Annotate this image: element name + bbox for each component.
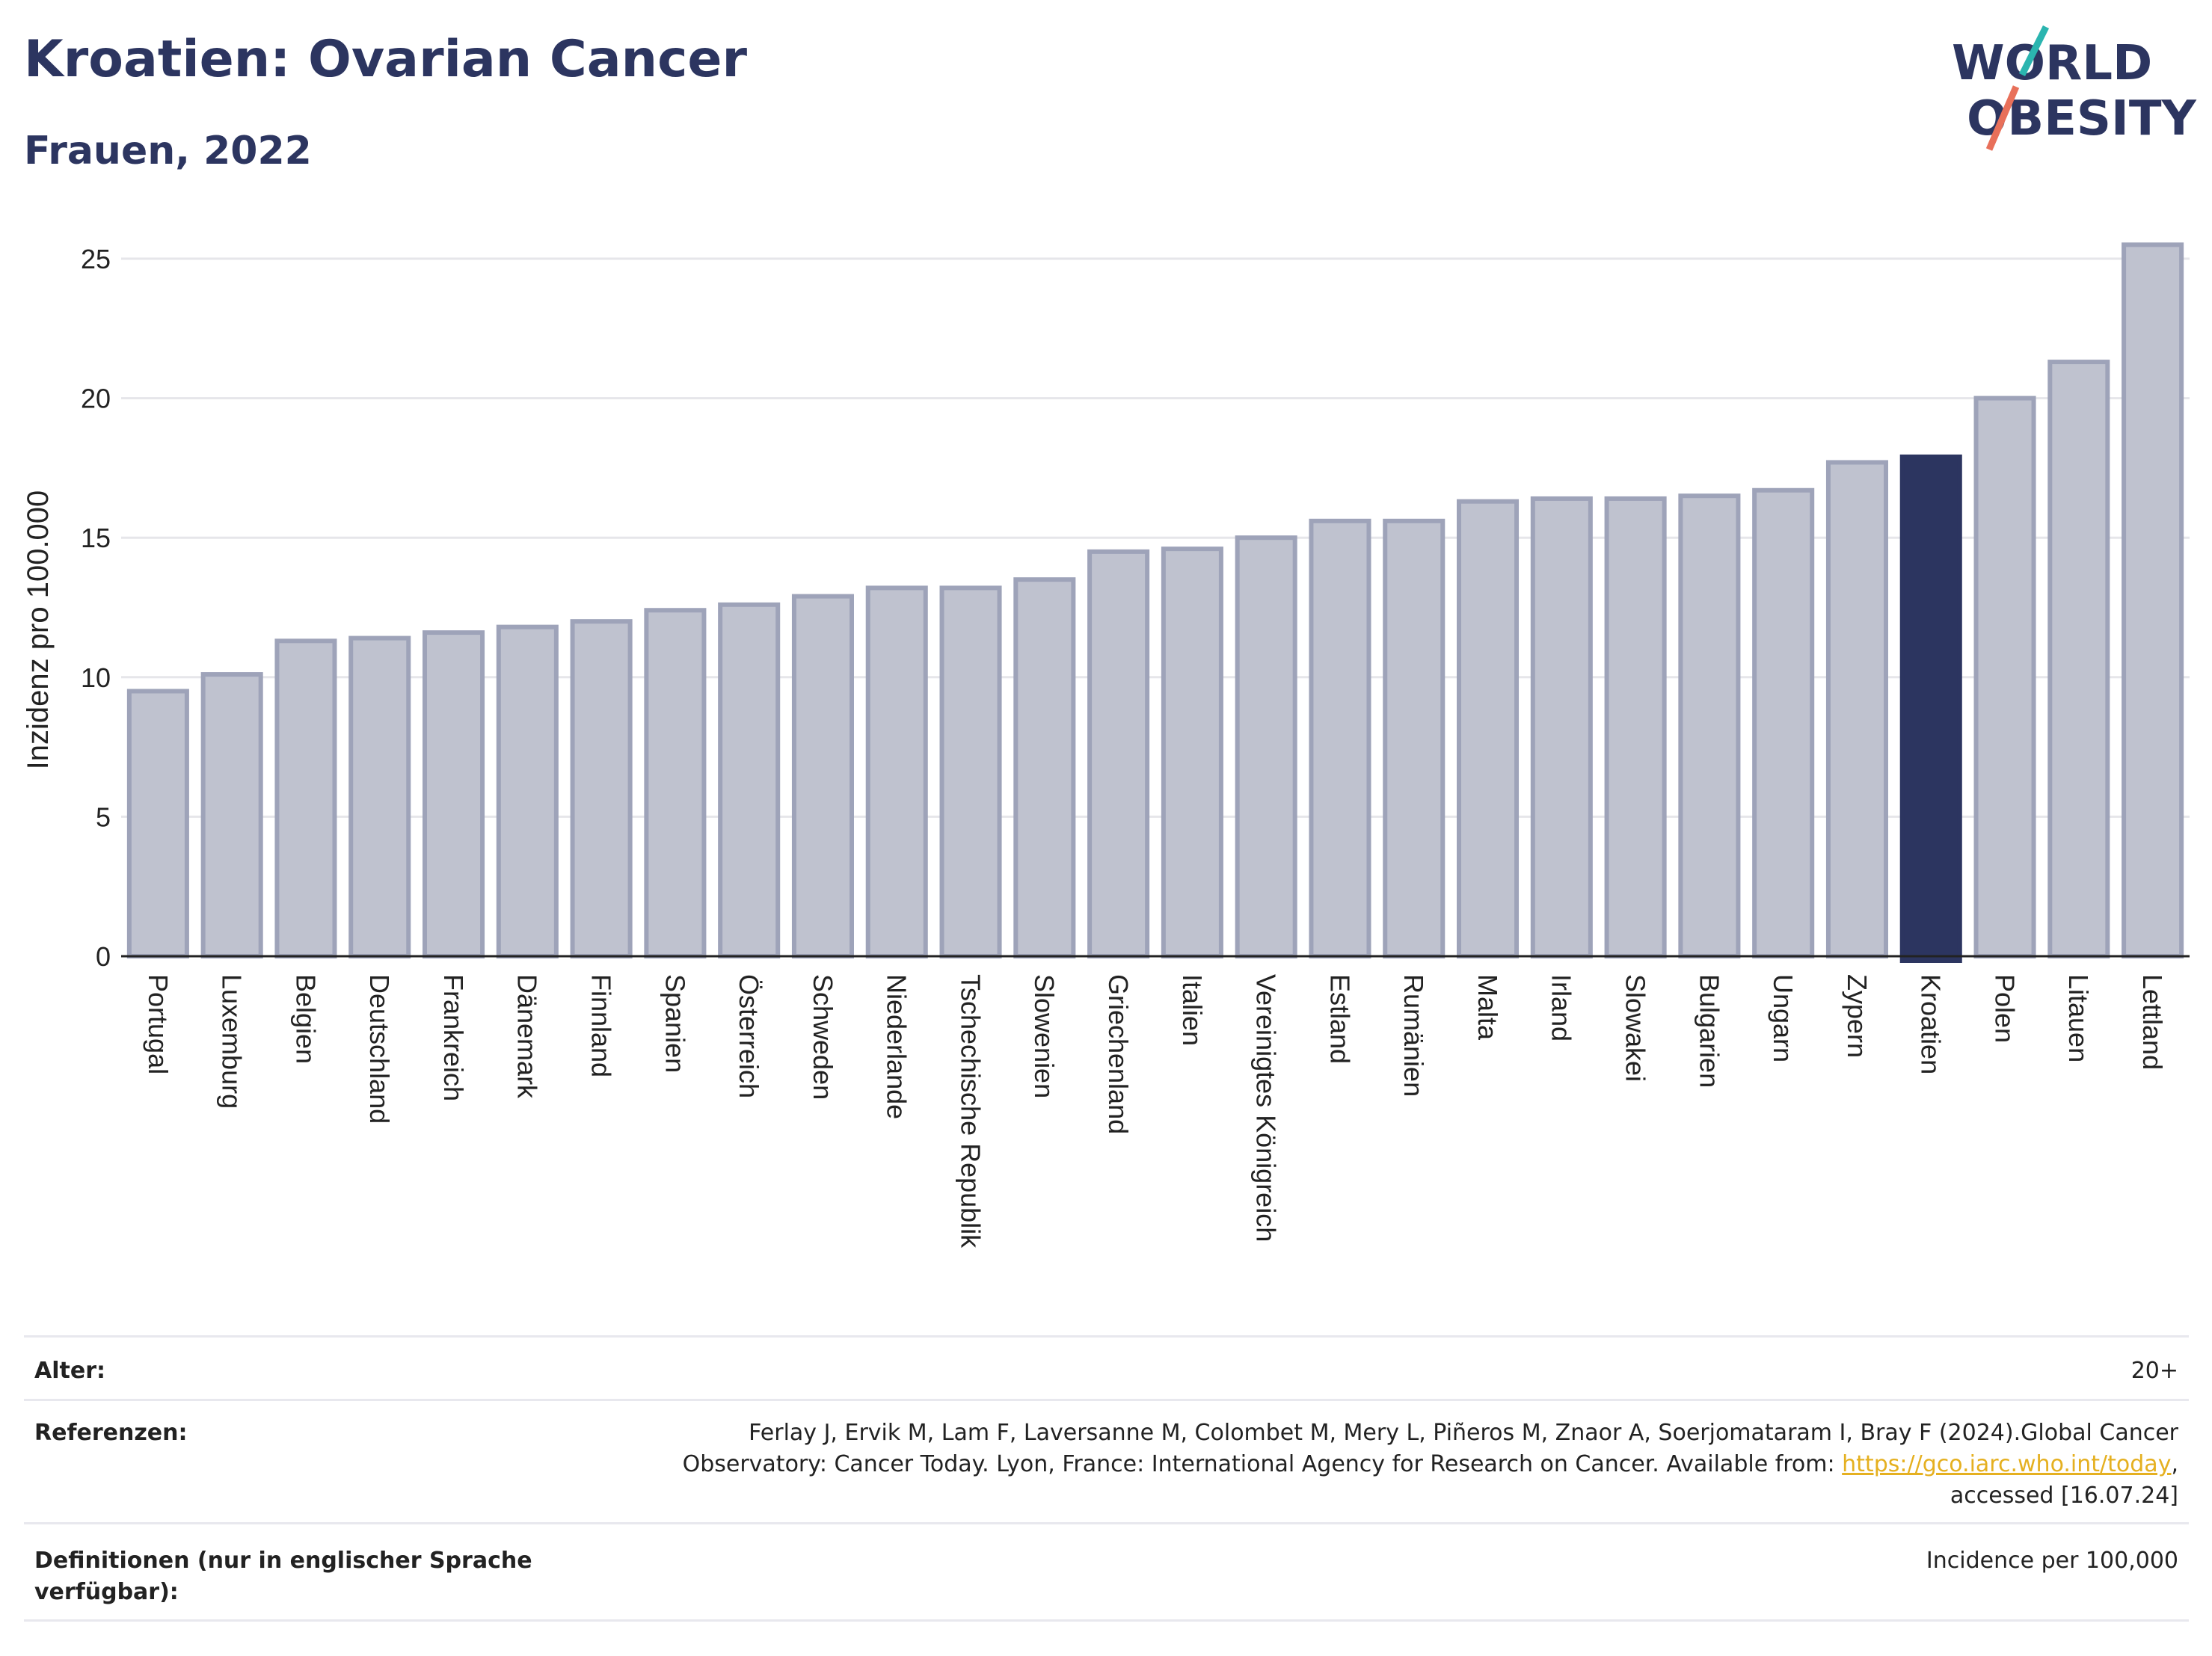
bar-polen bbox=[1973, 395, 2036, 958]
bar-irland bbox=[1530, 496, 1593, 958]
x-tick-labels: Portugal Luxemburg Belgien Deutschland Frank… bbox=[143, 974, 2168, 1249]
logo-slash-teal bbox=[2018, 25, 2050, 77]
bar-tschechische-republik bbox=[939, 585, 1002, 958]
logo-slash-red bbox=[1985, 85, 2020, 151]
age-value: 20+ bbox=[2130, 1358, 2178, 1384]
chart-title: Kroatien: Ovarian Cancer bbox=[24, 30, 748, 89]
reference-comma: , bbox=[2171, 1451, 2178, 1477]
age-label: Alter: bbox=[34, 1358, 105, 1384]
bar-rumänien bbox=[1383, 518, 1446, 958]
x-tick-label: Kroatien bbox=[1916, 974, 1947, 1074]
y-tick-label: 0 bbox=[96, 941, 111, 972]
definitions-label-line-1: Definitionen (nur in englischer Sprache bbox=[34, 1548, 532, 1574]
bar-belgien bbox=[274, 638, 337, 958]
bar-bulgarien bbox=[1678, 493, 1741, 958]
definitions-value: Incidence per 100,000 bbox=[1926, 1548, 2178, 1574]
bar-österreich bbox=[718, 602, 781, 958]
bar-italien bbox=[1161, 547, 1223, 958]
x-tick-label: Ungarn bbox=[1768, 974, 1798, 1062]
bar-slowakei bbox=[1604, 496, 1667, 958]
bar-schweden bbox=[791, 594, 854, 959]
bar-frankreich bbox=[423, 630, 485, 958]
meta-row-definitions: Definitionen (nur in englischer Sprache … bbox=[24, 1522, 2189, 1622]
x-tick-label: Schweden bbox=[808, 974, 838, 1100]
bar-niederlande bbox=[865, 585, 928, 958]
x-tick-label: Frankreich bbox=[438, 974, 469, 1101]
x-tick-label: Slowakei bbox=[1620, 974, 1651, 1082]
x-tick-label: Dänemark bbox=[512, 974, 543, 1099]
x-tick-label: Finnland bbox=[586, 974, 617, 1077]
y-tick-label: 10 bbox=[81, 662, 111, 693]
y-tick-label: 25 bbox=[81, 244, 111, 274]
x-tick-label: Vereinigtes Königreich bbox=[1251, 974, 1282, 1242]
x-tick-label: Litauen bbox=[2063, 974, 2094, 1062]
bar-estland bbox=[1309, 518, 1371, 958]
meta-row-references: Referenzen: Ferlay J, Ervik M, Lam F, La… bbox=[24, 1399, 2189, 1524]
x-tick-label: Lettland bbox=[2137, 974, 2168, 1070]
bar-finnland bbox=[570, 619, 633, 958]
world-obesity-logo: WORLD OBESITY bbox=[1952, 25, 2196, 151]
bar-malta bbox=[1457, 499, 1520, 958]
x-tick-label: Zypern bbox=[1842, 974, 1872, 1058]
x-tick-label: Irland bbox=[1546, 974, 1577, 1041]
bars bbox=[126, 242, 2184, 963]
references-label: Referenzen: bbox=[34, 1420, 188, 1446]
bar-luxemburg bbox=[200, 672, 263, 958]
x-tick-label: Österreich bbox=[734, 974, 764, 1098]
x-tick-label: Portugal bbox=[143, 974, 173, 1074]
bar-portugal bbox=[126, 689, 189, 959]
bar-spanien bbox=[644, 608, 707, 958]
y-tick-label: 20 bbox=[81, 384, 111, 414]
y-axis-label: Inzidenz pro 100.000 bbox=[22, 490, 55, 770]
definitions-label: Definitionen (nur in englischer Sprache … bbox=[34, 1545, 532, 1608]
bar-slowenien bbox=[1013, 577, 1076, 958]
bar-zypern bbox=[1825, 460, 1888, 958]
bar-dänemark bbox=[496, 624, 559, 959]
definitions-label-line-2: verfügbar): bbox=[34, 1579, 179, 1605]
references-value: Ferlay J, Ervik M, Lam F, Laversanne M, … bbox=[683, 1418, 2178, 1512]
reference-line-2: Observatory: Cancer Today. Lyon, France:… bbox=[683, 1449, 2178, 1480]
x-tick-label: Niederlande bbox=[882, 974, 912, 1119]
reference-line-1: Ferlay J, Ervik M, Lam F, Laversanne M, … bbox=[749, 1420, 2178, 1446]
y-tick-label: 15 bbox=[81, 523, 111, 553]
x-tick-label: Luxemburg bbox=[217, 974, 248, 1109]
x-tick-label: Italien bbox=[1177, 974, 1208, 1046]
reference-line-3: accessed [16.07.24] bbox=[1950, 1483, 2178, 1509]
x-tick-label: Slowenien bbox=[1029, 974, 1060, 1098]
x-tick-label: Rumänien bbox=[1398, 974, 1429, 1097]
x-tick-label: Belgien bbox=[290, 974, 321, 1064]
x-tick-label: Griechenland bbox=[1103, 974, 1134, 1134]
bar-deutschland bbox=[348, 635, 411, 958]
x-tick-label: Spanien bbox=[660, 974, 690, 1073]
x-tick-label: Estland bbox=[1324, 974, 1355, 1064]
reference-text: Observatory: Cancer Today. Lyon, France:… bbox=[682, 1451, 1843, 1477]
bar-lettland bbox=[2122, 242, 2184, 958]
x-tick-label: Malta bbox=[1472, 974, 1503, 1041]
meta-row-age: Alter: 20+ bbox=[24, 1335, 2189, 1401]
bar-kroatien bbox=[1899, 454, 1962, 963]
x-tick-label: Deutschland bbox=[364, 974, 395, 1124]
logo-text-world: WORLD bbox=[1952, 36, 2152, 91]
chart-subtitle: Frauen, 2022 bbox=[24, 129, 312, 173]
y-tick-label: 5 bbox=[96, 801, 111, 832]
x-tick-label: Polen bbox=[1989, 974, 2020, 1043]
y-tick-labels: 0 5 10 15 20 25 bbox=[81, 244, 111, 972]
bar-litauen bbox=[2047, 360, 2110, 959]
bottom-rule bbox=[24, 1619, 2189, 1622]
reference-link[interactable]: https://gco.iarc.who.int/today bbox=[1842, 1451, 2172, 1477]
x-tick-label: Tschechische Republik bbox=[955, 974, 986, 1249]
bar-vereinigtes-königreich bbox=[1235, 535, 1297, 958]
bar-chart: 0 5 10 15 20 25 Portugal Luxemburg Belgien Deuts… bbox=[22, 242, 2190, 1249]
bar-griechenland bbox=[1087, 549, 1150, 958]
bar-ungarn bbox=[1752, 487, 1815, 958]
x-tick-label: Bulgarien bbox=[1694, 974, 1724, 1088]
